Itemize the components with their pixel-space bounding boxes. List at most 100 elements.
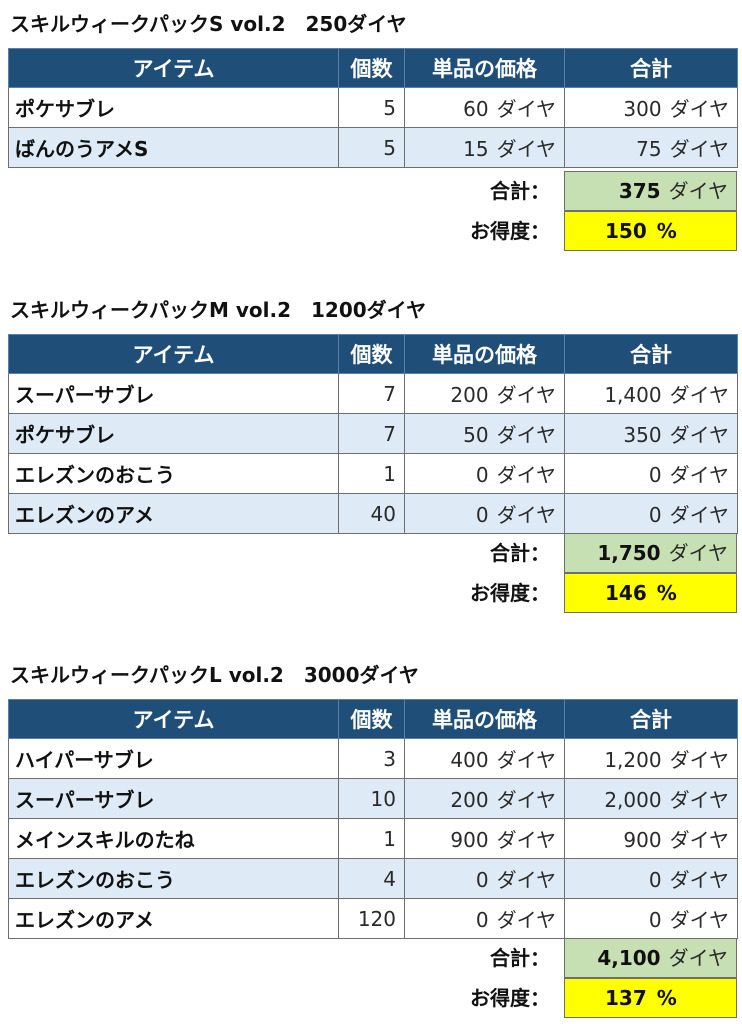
ratio-label: お得度： (470, 986, 550, 1010)
sum-row: 合計： 4,100 ダイヤ (0, 938, 742, 978)
header-total: 合計 (564, 48, 738, 88)
item-name: ハイパーサブレ (8, 738, 339, 779)
item-name: メインスキルのたね (8, 818, 339, 859)
table-header-row: アイテム 個数 単品の価格 合計 (8, 48, 738, 88)
header-total: 合計 (564, 699, 738, 739)
item-unit-price: 200 ダイヤ (404, 373, 565, 414)
item-unit-price: 0 ダイヤ (404, 453, 565, 494)
total-value: 0 (648, 868, 662, 892)
header-unit-price: 単品の価格 (404, 699, 565, 739)
currency-label: ダイヤ (668, 179, 728, 203)
item-unit-price: 400 ダイヤ (404, 738, 565, 779)
currency-label: ダイヤ (668, 541, 728, 565)
pack-items-table: アイテム 個数 単品の価格 合計 スーパーサブレ 7 200 ダイヤ 1,400 ダ… (8, 334, 738, 534)
header-unit-price: 単品の価格 (404, 48, 565, 88)
item-total: 1,400 ダイヤ (564, 373, 738, 414)
item-total: 75 ダイヤ (564, 127, 738, 168)
sum-cell: 375 ダイヤ (564, 171, 737, 211)
unit-price-value: 0 (475, 908, 489, 932)
item-total: 300 ダイヤ (564, 87, 738, 128)
item-total: 900 ダイヤ (564, 818, 738, 859)
currency-label: ダイヤ (496, 788, 556, 812)
table-row: エレズンのおこう 1 0 ダイヤ 0 ダイヤ (8, 453, 738, 494)
item-unit-price: 60 ダイヤ (404, 87, 565, 128)
total-value: 0 (648, 463, 662, 487)
unit-price-value: 60 (463, 97, 489, 121)
item-qty: 40 (338, 493, 405, 534)
item-total: 0 ダイヤ (564, 858, 738, 899)
percent-label: % (656, 581, 677, 605)
currency-label: ダイヤ (496, 97, 556, 121)
unit-price-value: 400 (450, 748, 489, 772)
ratio-value: 146 (605, 581, 647, 605)
currency-label: ダイヤ (669, 868, 729, 892)
item-unit-price: 15 ダイヤ (404, 127, 565, 168)
sum-row: 合計： 1,750 ダイヤ (0, 533, 742, 573)
ratio-cell: 146% (564, 573, 737, 613)
ratio-label: お得度： (470, 581, 550, 605)
currency-label: ダイヤ (669, 383, 729, 407)
sum-cell: 4,100 ダイヤ (564, 938, 737, 978)
item-qty: 1 (338, 818, 405, 859)
item-unit-price: 0 ダイヤ (404, 858, 565, 899)
pack-items-table: アイテム 個数 単品の価格 合計 ポケサブレ 5 60 ダイヤ 300 ダイヤ ばん… (8, 48, 738, 168)
header-qty: 個数 (338, 699, 405, 739)
item-total: 350 ダイヤ (564, 413, 738, 454)
unit-price-value: 0 (475, 868, 489, 892)
item-qty: 1 (338, 453, 405, 494)
currency-label: ダイヤ (669, 137, 729, 161)
table-header-row: アイテム 個数 単品の価格 合計 (8, 334, 738, 374)
item-name: ポケサブレ (8, 87, 339, 128)
item-unit-price: 50 ダイヤ (404, 413, 565, 454)
total-value: 1,400 (604, 383, 662, 407)
header-item: アイテム (8, 334, 339, 374)
item-total: 0 ダイヤ (564, 898, 738, 939)
percent-label: % (656, 219, 677, 243)
sum-label: 合計： (490, 541, 550, 565)
sum-value: 1,750 (597, 541, 661, 565)
item-total: 2,000 ダイヤ (564, 778, 738, 819)
total-value: 75 (636, 137, 662, 161)
header-unit-price: 単品の価格 (404, 334, 565, 374)
item-qty: 5 (338, 87, 405, 128)
percent-label: % (656, 986, 677, 1010)
item-total: 1,200 ダイヤ (564, 738, 738, 779)
item-qty: 5 (338, 127, 405, 168)
total-value: 1,200 (604, 748, 662, 772)
sum-label: 合計： (490, 179, 550, 203)
unit-price-value: 200 (450, 383, 489, 407)
table-row: ポケサブレ 5 60 ダイヤ 300 ダイヤ (8, 87, 738, 128)
table-row: ポケサブレ 7 50 ダイヤ 350 ダイヤ (8, 413, 738, 454)
ratio-cell: 137% (564, 978, 737, 1018)
pack-items-table: アイテム 個数 単品の価格 合計 ハイパーサブレ 3 400 ダイヤ 1,200 ダ… (8, 699, 738, 939)
currency-label: ダイヤ (496, 868, 556, 892)
header-qty: 個数 (338, 48, 405, 88)
item-qty: 120 (338, 898, 405, 939)
table-header-row: アイテム 個数 単品の価格 合計 (8, 699, 738, 739)
item-total: 0 ダイヤ (564, 493, 738, 534)
total-value: 350 (623, 423, 662, 447)
table-row: スーパーサブレ 7 200 ダイヤ 1,400 ダイヤ (8, 373, 738, 414)
header-item: アイテム (8, 48, 339, 88)
item-unit-price: 0 ダイヤ (404, 898, 565, 939)
currency-label: ダイヤ (669, 97, 729, 121)
ratio-cell: 150% (564, 211, 737, 251)
table-row: エレズンのおこう 4 0 ダイヤ 0 ダイヤ (8, 858, 738, 899)
sum-value: 4,100 (597, 946, 661, 970)
currency-label: ダイヤ (496, 383, 556, 407)
unit-price-value: 900 (450, 828, 489, 852)
item-name: ポケサブレ (8, 413, 339, 454)
unit-price-value: 15 (463, 137, 489, 161)
item-unit-price: 200 ダイヤ (404, 778, 565, 819)
table-row: エレズンのアメ 120 0 ダイヤ 0 ダイヤ (8, 898, 738, 939)
total-value: 0 (648, 503, 662, 527)
currency-label: ダイヤ (669, 503, 729, 527)
item-qty: 7 (338, 413, 405, 454)
currency-label: ダイヤ (669, 463, 729, 487)
sum-cell: 1,750 ダイヤ (564, 533, 737, 573)
item-name: スーパーサブレ (8, 778, 339, 819)
table-row: スーパーサブレ 10 200 ダイヤ 2,000 ダイヤ (8, 778, 738, 819)
item-total: 0 ダイヤ (564, 453, 738, 494)
item-qty: 10 (338, 778, 405, 819)
item-name: スーパーサブレ (8, 373, 339, 414)
